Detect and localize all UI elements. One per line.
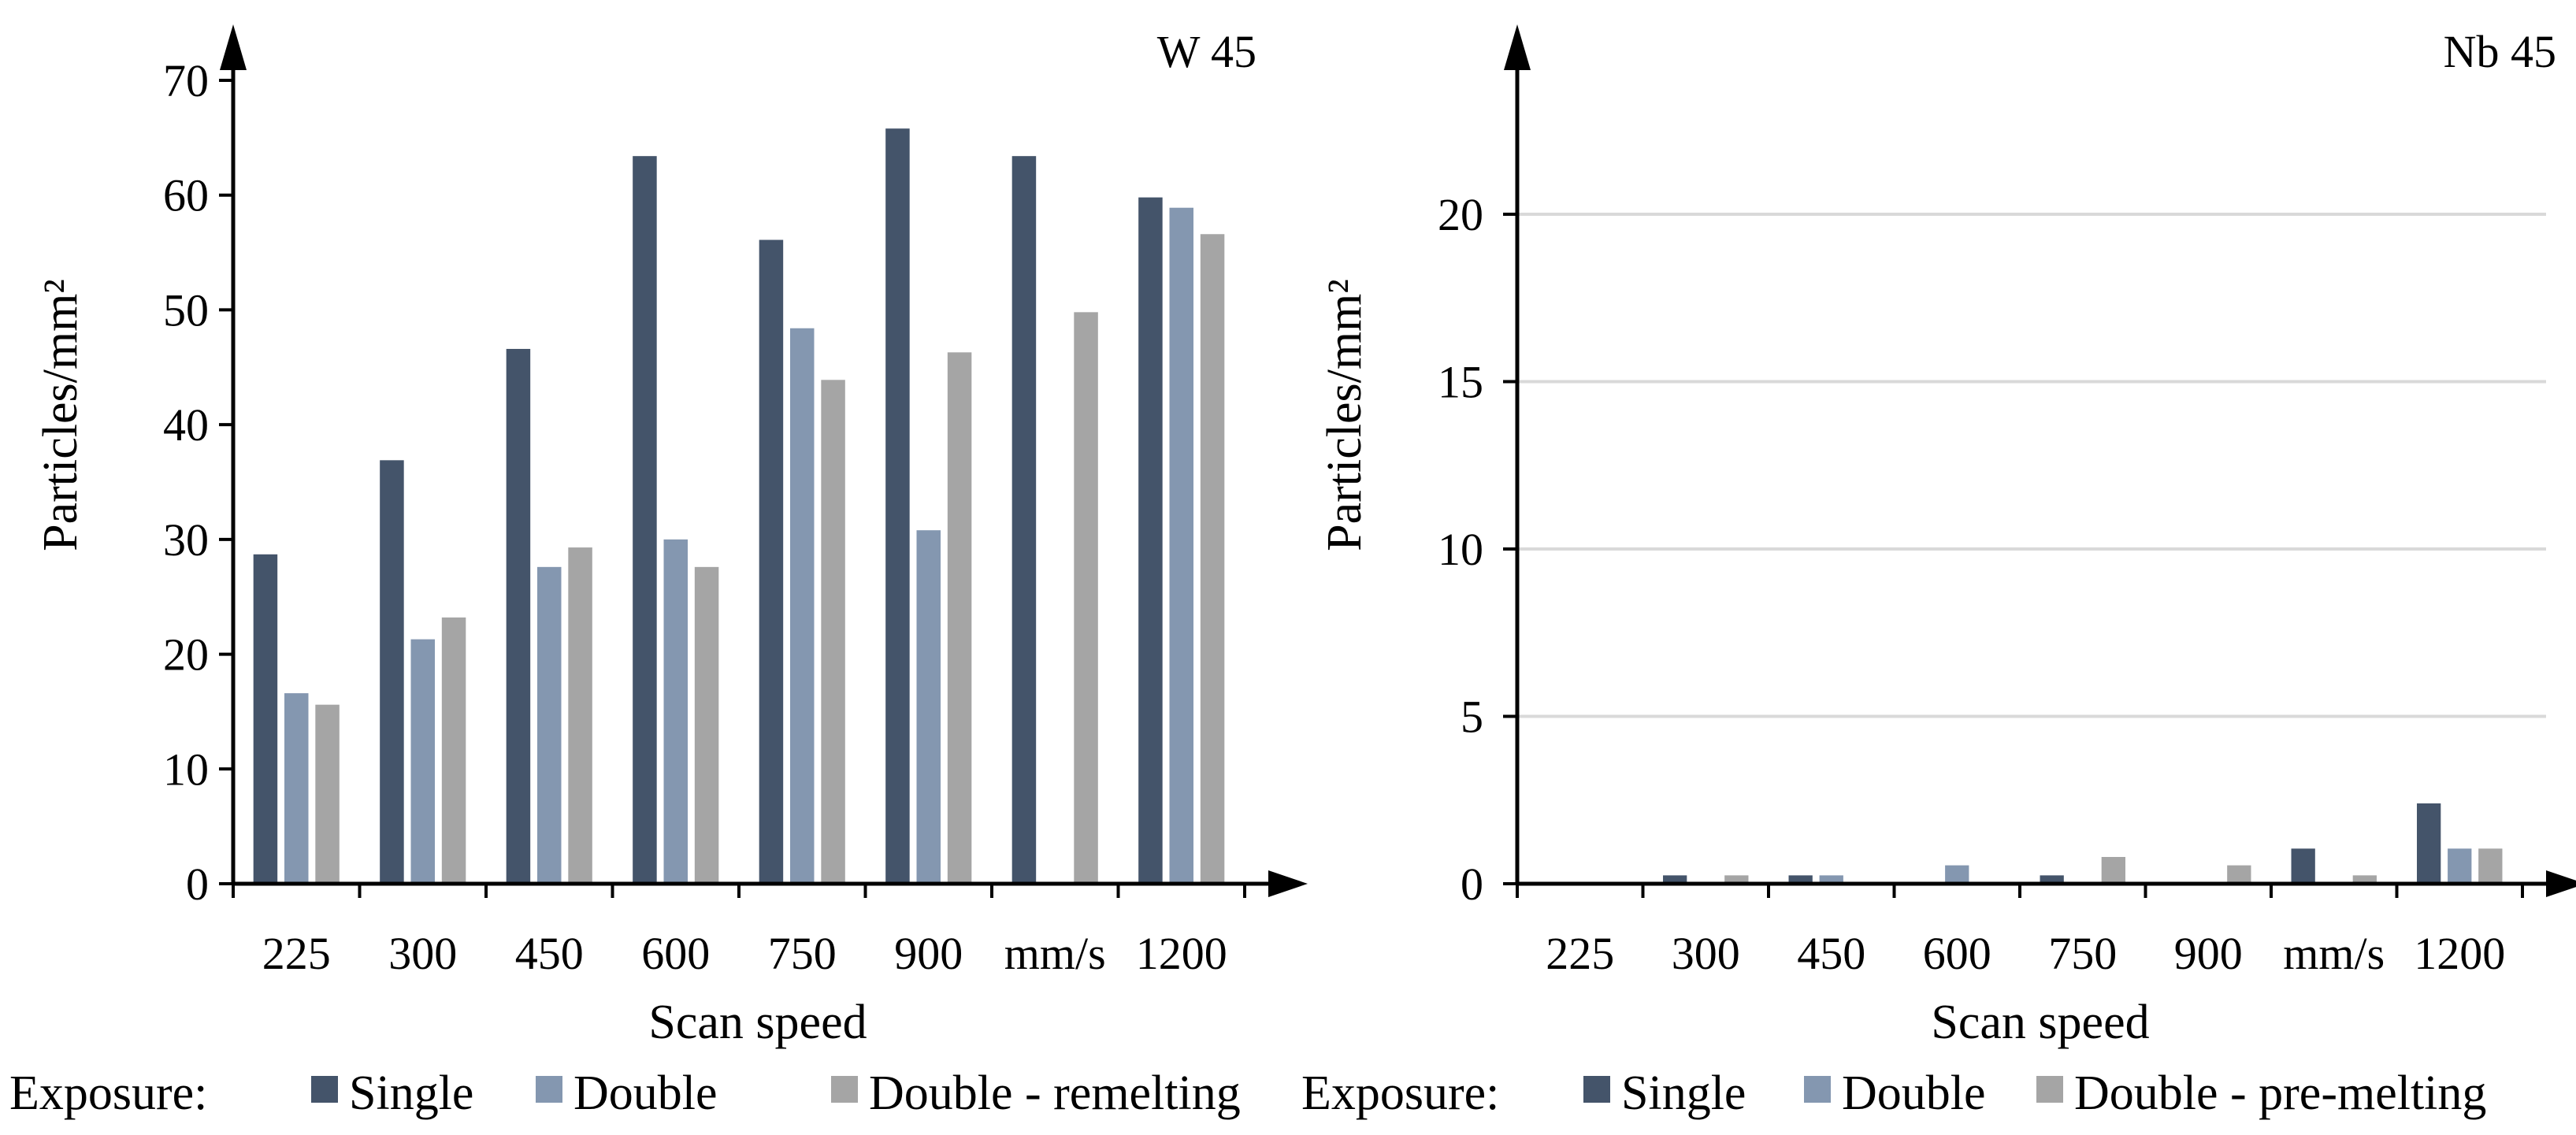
bar-single-450 [506, 348, 531, 884]
bar-double-remelting-450 [568, 547, 592, 884]
legend-label: Double - remelting [869, 1066, 1241, 1120]
bar-double-remelting-1200 [1200, 234, 1225, 884]
chart-panel-2: 0 5 10 15 20 225 300 450 600 750 900 mm/s 1200 Nb 45 P… [1301, 24, 2576, 1120]
y-axis-label: Particles/mm² [1318, 279, 1372, 551]
bar-double-remelting-300 [441, 617, 466, 884]
bar-single-mms [2291, 848, 2315, 884]
bar-single-mms [1011, 156, 1037, 884]
x-axis-label: Scan speed [648, 996, 867, 1049]
bar-double-1200 [2448, 848, 2472, 884]
y-axis-arrow [1504, 24, 1531, 70]
legend: Exposure: Single Double Double - pre-meltin… [1301, 1066, 2486, 1120]
legend-label: Double [573, 1066, 718, 1120]
y-tick-label: 15 [1438, 357, 1483, 408]
x-tick-label: 300 [388, 928, 457, 979]
y-tick-label: 70 [163, 55, 209, 106]
bar-double-225 [284, 693, 309, 884]
x-tick-label: mm/s [2283, 928, 2385, 979]
legend-swatch-single [1583, 1076, 1610, 1103]
bar-single-1200 [1138, 197, 1163, 885]
legend-swatch-double-pre-melting [2036, 1076, 2063, 1103]
bar-double-600 [1945, 865, 1969, 884]
bar-double-remelting-600 [694, 566, 719, 884]
bar-double-pre-melting-mms [2352, 875, 2377, 884]
x-axis-label: Scan speed [1931, 996, 2149, 1049]
legend: Exposure: Single Double Double - remelting [9, 1066, 1241, 1120]
bar-single-600 [633, 156, 657, 884]
bar-double-remelting-225 [315, 704, 340, 884]
bar-double-remelting-mms [1074, 312, 1098, 884]
y-tick-label: 10 [163, 744, 209, 795]
x-tick-label: 600 [641, 928, 710, 979]
x-tick-label: 900 [2174, 928, 2243, 979]
bar-double-450 [537, 566, 562, 884]
legend-label: Single [1621, 1066, 1746, 1120]
panel-title: Nb 45 [2444, 26, 2556, 77]
bar-double-remelting-900 [947, 352, 972, 884]
bar-single-750 [759, 239, 784, 884]
bar-double-900 [916, 530, 941, 884]
y-tick-label: 50 [163, 284, 209, 336]
x-tick-label: 750 [2048, 928, 2117, 979]
bar-double-pre-melting-1200 [2478, 848, 2503, 884]
bar-single-300 [380, 460, 404, 884]
bar-single-300 [1663, 875, 1687, 884]
bar-double-remelting-750 [821, 380, 845, 884]
legend-swatch-double [536, 1076, 562, 1103]
bar-double-pre-melting-900 [2227, 865, 2251, 884]
x-tick-label: 750 [768, 928, 837, 979]
bar-double-600 [663, 539, 688, 884]
bar-single-750 [2040, 875, 2064, 884]
x-tick-label: 450 [515, 928, 584, 979]
bar-double-750 [790, 328, 815, 884]
legend-swatch-single [311, 1076, 338, 1103]
y-tick-label: 20 [163, 629, 209, 681]
bar-double-300 [410, 639, 435, 884]
y-tick-label: 60 [163, 170, 209, 221]
legend-label: Double [1842, 1066, 1986, 1120]
bar-single-225 [253, 554, 278, 884]
x-tick-label: 225 [1546, 928, 1614, 979]
x-tick-label: 1200 [2414, 928, 2505, 979]
legend-swatch-double [1804, 1076, 1831, 1103]
bar-double-pre-melting-300 [1724, 875, 1749, 884]
y-axis-arrow [220, 24, 247, 70]
x-tick-label: 300 [1672, 928, 1740, 979]
x-axis-arrow [1268, 870, 1308, 897]
bar-single-450 [1788, 875, 1813, 884]
x-tick-label: mm/s [1004, 928, 1106, 979]
y-tick-label: 20 [1438, 189, 1483, 240]
y-tick-label: 0 [186, 859, 209, 910]
x-tick-label: 900 [894, 928, 963, 979]
y-tick-label: 10 [1438, 524, 1483, 575]
legend-swatch-double-remelting [831, 1076, 858, 1103]
x-tick-label: 450 [1797, 928, 1865, 979]
y-axis-label: Particles/mm² [34, 279, 87, 551]
panel-title: W 45 [1157, 26, 1256, 77]
y-tick-label: 40 [163, 399, 209, 451]
bar-single-900 [885, 128, 910, 884]
y-tick-label: 30 [163, 514, 209, 566]
legend-label: Double - pre-melting [2074, 1066, 2486, 1120]
bar-double-1200 [1169, 207, 1193, 884]
legend-title: Exposure: [9, 1066, 207, 1120]
x-tick-label: 225 [262, 928, 331, 979]
x-tick-label: 600 [1923, 928, 1991, 979]
x-axis-arrow [2546, 870, 2576, 897]
legend-label: Single [349, 1066, 473, 1120]
bar-single-1200 [2417, 803, 2441, 884]
y-tick-label: 5 [1461, 692, 1483, 743]
bar-double-450 [1819, 875, 1843, 884]
chart-panel-1: 0 10 20 30 40 50 60 70 225 300 450 600 750 900 mm/s 120… [9, 24, 1308, 1120]
legend-title: Exposure: [1301, 1066, 1499, 1120]
x-tick-label: 1200 [1136, 928, 1227, 979]
bar-double-pre-melting-750 [2101, 857, 2125, 884]
y-tick-label: 0 [1461, 859, 1483, 910]
